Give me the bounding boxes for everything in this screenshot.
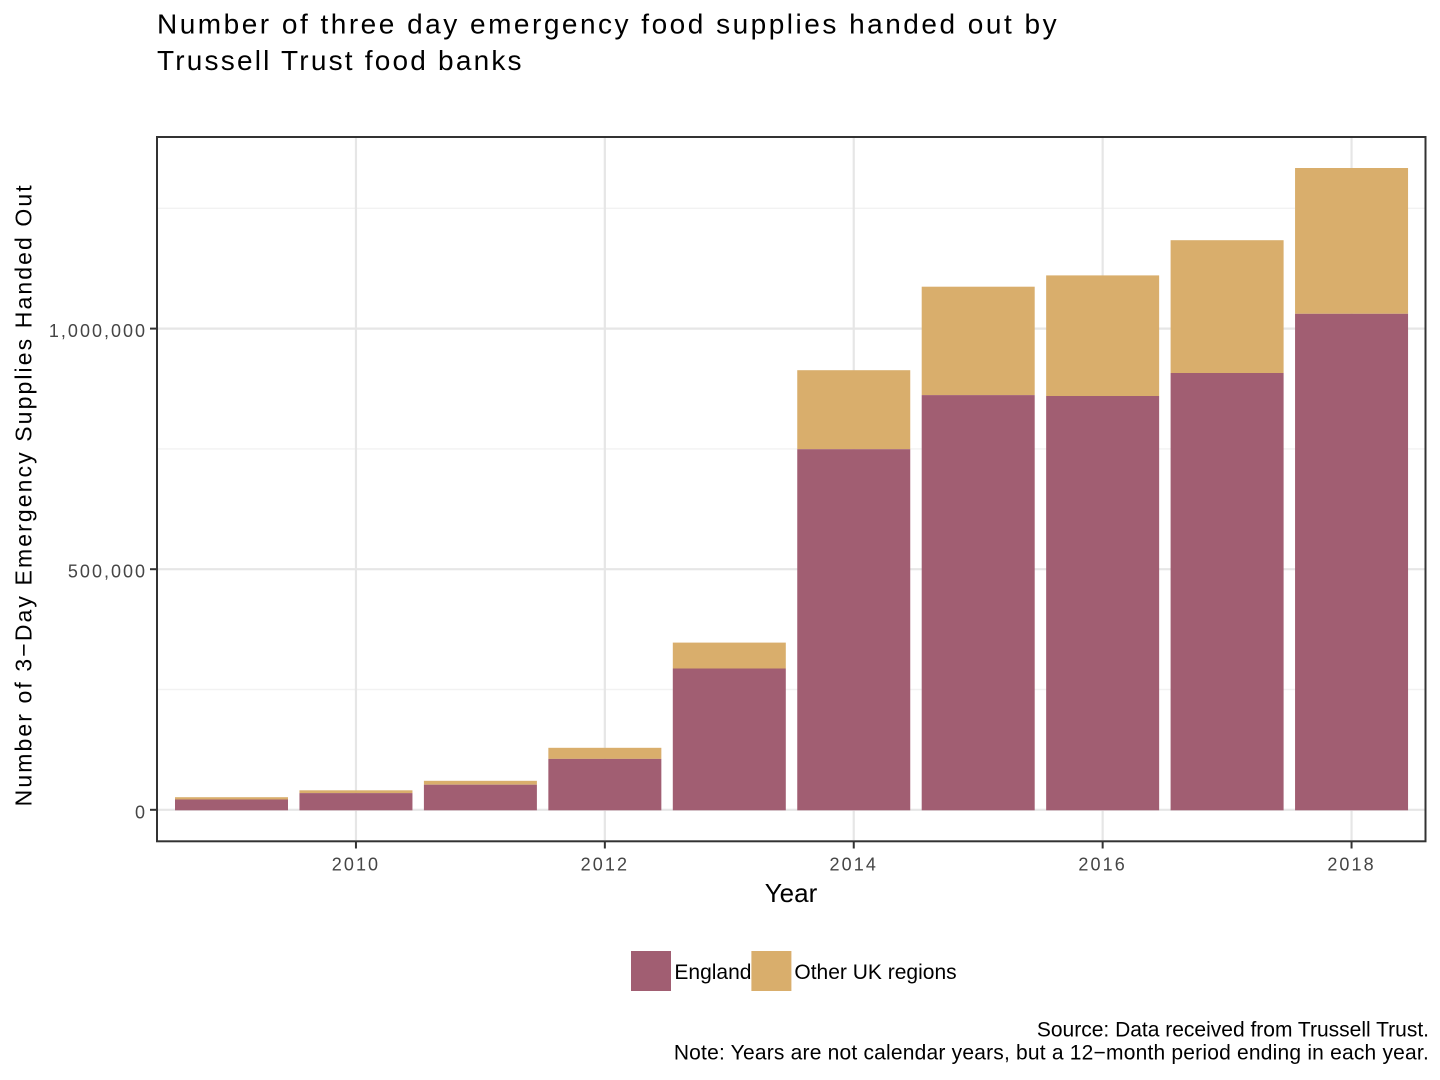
- svg-text:500,000: 500,000: [68, 562, 147, 582]
- svg-text:2014: 2014: [830, 854, 878, 874]
- svg-text:Other UK regions: Other UK regions: [794, 961, 956, 984]
- svg-text:2016: 2016: [1078, 854, 1126, 874]
- svg-text:England: England: [674, 961, 751, 984]
- svg-text:0: 0: [135, 802, 147, 822]
- svg-text:2018: 2018: [1327, 854, 1375, 874]
- svg-text:Number of three day emergency: Number of three day emergency food suppl…: [157, 9, 1059, 40]
- svg-text:1,000,000: 1,000,000: [49, 321, 147, 341]
- svg-text:Trussell Trust food banks: Trussell Trust food banks: [157, 45, 524, 76]
- svg-text:2010: 2010: [332, 854, 380, 874]
- svg-text:Source: Data received from Tru: Source: Data received from Trussell Trus…: [1037, 1018, 1429, 1041]
- svg-text:Note: Years are not calendar y: Note: Years are not calendar years, but …: [674, 1042, 1429, 1065]
- svg-text:2012: 2012: [581, 854, 629, 874]
- svg-text:Number of 3−Day Emergency Supp: Number of 3−Day Emergency Supplies Hande…: [11, 183, 37, 806]
- svg-text:Year: Year: [765, 878, 818, 908]
